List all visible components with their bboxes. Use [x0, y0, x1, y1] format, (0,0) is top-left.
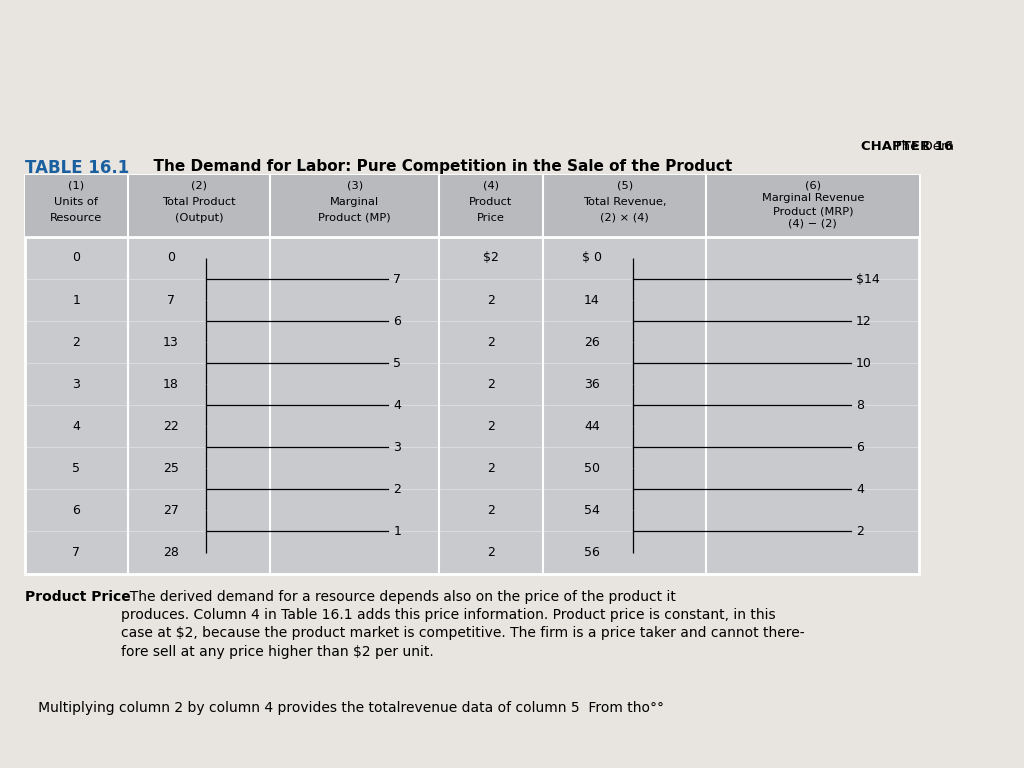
- Bar: [25, 175, 920, 237]
- Text: 2: 2: [487, 378, 495, 391]
- Text: 4: 4: [856, 483, 864, 496]
- Text: 2: 2: [487, 546, 495, 559]
- Text: (Output): (Output): [175, 213, 223, 223]
- Text: $2: $2: [483, 251, 499, 264]
- Text: Units of: Units of: [54, 197, 98, 207]
- Bar: [25, 175, 920, 574]
- Text: (3): (3): [346, 180, 362, 190]
- Text: $ 0: $ 0: [582, 251, 602, 264]
- Text: The derived demand for a resource depends also on the price of the product it
pr: The derived demand for a resource depend…: [121, 590, 805, 659]
- Text: 2: 2: [487, 504, 495, 517]
- Text: 3: 3: [73, 378, 80, 391]
- Text: 7: 7: [393, 273, 401, 286]
- Text: Product Price: Product Price: [25, 590, 130, 604]
- Text: 6: 6: [393, 315, 401, 328]
- Text: Marginal Revenue: Marginal Revenue: [762, 193, 864, 204]
- Text: CHAPTER 16: CHAPTER 16: [861, 140, 953, 153]
- Text: Total Revenue,: Total Revenue,: [583, 197, 667, 207]
- Text: 18: 18: [163, 378, 179, 391]
- Text: 28: 28: [163, 546, 179, 559]
- Text: 6: 6: [856, 441, 864, 454]
- Text: 8: 8: [856, 399, 864, 412]
- Text: 4: 4: [393, 399, 401, 412]
- Text: $14: $14: [856, 273, 880, 286]
- Text: 44: 44: [584, 420, 600, 433]
- Text: The Dem: The Dem: [834, 140, 953, 153]
- Text: The Demand for Labor: Pure Competition in the Sale of the Product: The Demand for Labor: Pure Competition i…: [142, 159, 732, 174]
- Text: 10: 10: [856, 356, 871, 369]
- Text: 0: 0: [73, 251, 81, 264]
- Text: 2: 2: [856, 525, 864, 538]
- Text: 3: 3: [393, 441, 401, 454]
- Text: 14: 14: [584, 293, 600, 306]
- Text: (4) − (2): (4) − (2): [788, 219, 838, 229]
- Text: 36: 36: [584, 378, 600, 391]
- Text: 2: 2: [487, 293, 495, 306]
- Text: Total Product: Total Product: [163, 197, 236, 207]
- Text: 1: 1: [73, 293, 80, 306]
- Text: 26: 26: [584, 336, 600, 349]
- Text: 2: 2: [487, 336, 495, 349]
- Text: (6): (6): [805, 180, 821, 190]
- Text: Product (MRP): Product (MRP): [772, 206, 853, 216]
- Text: Product (MP): Product (MP): [318, 213, 391, 223]
- Text: (2) × (4): (2) × (4): [600, 213, 649, 223]
- Text: (4): (4): [483, 180, 499, 190]
- Text: 50: 50: [584, 462, 600, 475]
- Text: 2: 2: [73, 336, 80, 349]
- Text: 2: 2: [487, 462, 495, 475]
- Text: 27: 27: [163, 504, 179, 517]
- Text: 7: 7: [167, 293, 175, 306]
- Text: 6: 6: [73, 504, 80, 517]
- Text: (5): (5): [616, 180, 633, 190]
- Text: 0: 0: [167, 251, 175, 264]
- Text: TABLE 16.1: TABLE 16.1: [25, 159, 129, 177]
- Text: 13: 13: [163, 336, 178, 349]
- Text: 5: 5: [393, 356, 401, 369]
- Text: (2): (2): [191, 180, 207, 190]
- Text: 5: 5: [73, 462, 81, 475]
- Text: Resource: Resource: [50, 213, 102, 223]
- Text: 2: 2: [487, 420, 495, 433]
- Text: Multiplying column 2 by column 4 provides the totalrevenue data of column 5  Fro: Multiplying column 2 by column 4 provide…: [25, 701, 664, 715]
- Text: 22: 22: [163, 420, 178, 433]
- Text: Price: Price: [477, 213, 505, 223]
- Text: 12: 12: [856, 315, 871, 328]
- Text: 1: 1: [393, 525, 401, 538]
- Text: 25: 25: [163, 462, 179, 475]
- Text: 56: 56: [584, 546, 600, 559]
- Text: 4: 4: [73, 420, 80, 433]
- Text: 54: 54: [584, 504, 600, 517]
- Text: (1): (1): [69, 180, 84, 190]
- Text: Product: Product: [469, 197, 513, 207]
- Text: 7: 7: [73, 546, 81, 559]
- Text: 2: 2: [393, 483, 401, 496]
- Text: Marginal: Marginal: [330, 197, 379, 207]
